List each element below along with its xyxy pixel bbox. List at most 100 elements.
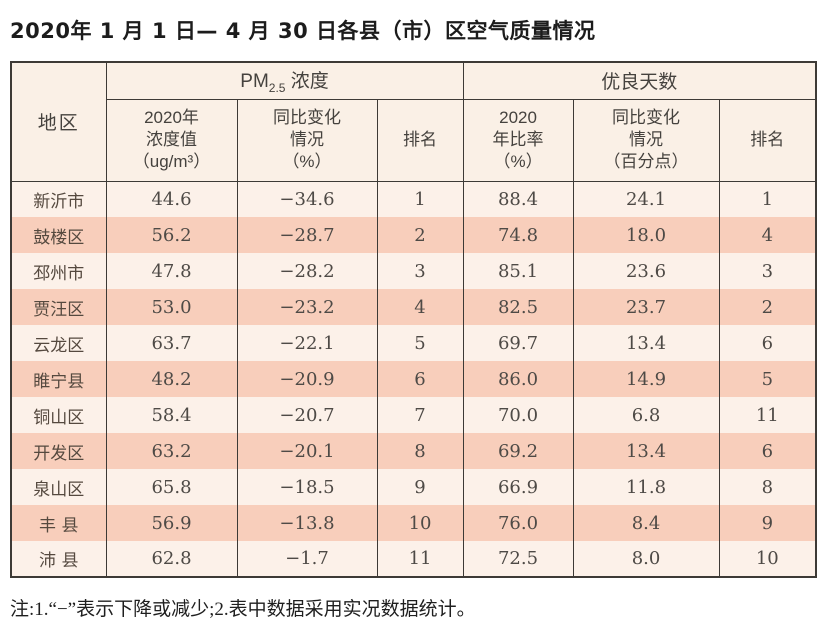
cell-pm-change: −34.6 [236, 181, 377, 217]
cell-pm-change: −20.1 [236, 433, 377, 469]
table-row: 铜山区 58.4 −20.7 7 70.0 6.8 11 [10, 397, 817, 433]
cell-region: 贾汪区 [10, 289, 106, 325]
cell-pm-rank: 10 [376, 505, 464, 541]
cell-pm-change: −22.1 [236, 325, 377, 361]
cell-good-rate: 72.5 [462, 541, 574, 577]
column-group-pm25: PM2.5 浓度 [105, 62, 464, 100]
cell-good-rate: 88.4 [462, 181, 574, 217]
table-row: 邳州市 47.8 −28.2 3 85.1 23.6 3 [10, 253, 817, 289]
table-row: 新沂市 44.6 −34.6 1 88.4 24.1 1 [10, 181, 817, 217]
cell-good-rate-change: 8.0 [572, 541, 720, 577]
cell-pm-value: 56.9 [105, 505, 237, 541]
table-row: 鼓楼区 56.2 −28.7 2 74.8 18.0 4 [10, 217, 817, 253]
cell-good-rate: 66.9 [462, 469, 574, 505]
cell-good-rate-rank: 11 [718, 397, 817, 433]
column-header-rate-rank: 排名 [718, 99, 817, 182]
cell-pm-change: −28.7 [236, 217, 377, 253]
cell-good-rate: 86.0 [462, 361, 574, 397]
cell-good-rate-rank: 3 [718, 253, 817, 289]
column-header-rate-change: 同比变化 情况 （百分点） [572, 99, 720, 182]
cell-good-rate-rank: 5 [718, 361, 817, 397]
cell-pm-value: 65.8 [105, 469, 237, 505]
cell-good-rate-change: 6.8 [572, 397, 720, 433]
cell-region: 鼓楼区 [10, 217, 106, 253]
table-row: 睢宁县 48.2 −20.9 6 86.0 14.9 5 [10, 361, 817, 397]
cell-pm-value: 63.7 [105, 325, 237, 361]
cell-good-rate: 70.0 [462, 397, 574, 433]
cell-region: 沛 县 [10, 541, 106, 577]
pm-label-subscript: 2.5 [268, 81, 286, 96]
cell-pm-value: 62.8 [105, 541, 237, 577]
column-header-pm-change: 同比变化 情况 （%） [236, 99, 377, 182]
cell-pm-rank: 2 [376, 217, 464, 253]
cell-good-rate-change: 14.9 [572, 361, 720, 397]
cell-good-rate-rank: 4 [718, 217, 817, 253]
cell-good-rate: 82.5 [462, 289, 574, 325]
column-header-pm-rank: 排名 [376, 99, 464, 182]
cell-pm-change: −1.7 [236, 541, 377, 577]
header-group-row: 地区 PM2.5 浓度 优良天数 [10, 62, 817, 182]
cell-good-rate: 76.0 [462, 505, 574, 541]
pm-label-suffix: 浓度 [285, 71, 329, 93]
cell-pm-rank: 9 [376, 469, 464, 505]
cell-region: 云龙区 [10, 325, 106, 361]
cell-pm-value: 48.2 [105, 361, 237, 397]
table-row: 开发区 63.2 −20.1 8 69.2 13.4 6 [10, 433, 817, 469]
cell-pm-rank: 5 [376, 325, 464, 361]
cell-region: 丰 县 [10, 505, 106, 541]
cell-good-rate-change: 24.1 [572, 181, 720, 217]
cell-good-rate-change: 18.0 [572, 217, 720, 253]
cell-good-rate-change: 13.4 [572, 433, 720, 469]
cell-good-rate-change: 23.7 [572, 289, 720, 325]
cell-good-rate-rank: 10 [718, 541, 817, 577]
cell-good-rate-change: 8.4 [572, 505, 720, 541]
table-header: 地区 PM2.5 浓度 优良天数 2020年 浓度值 （ug/m³） 同比变化 … [10, 62, 817, 182]
cell-pm-rank: 7 [376, 397, 464, 433]
page-title: 2020年 1 月 1 日— 4 月 30 日各县（市）区空气质量情况 [10, 19, 596, 43]
cell-good-rate-rank: 2 [718, 289, 817, 325]
cell-pm-value: 58.4 [105, 397, 237, 433]
cell-pm-change: −13.8 [236, 505, 377, 541]
cell-pm-rank: 11 [376, 541, 464, 577]
header-sub-row: 2020年 浓度值 （ug/m³） 同比变化 情况 （%） 排名 2020 年比… [11, 99, 817, 182]
cell-pm-value: 44.6 [105, 181, 237, 217]
cell-region: 开发区 [10, 433, 106, 469]
table-row: 丰 县 56.9 −13.8 10 76.0 8.4 9 [10, 505, 817, 541]
cell-good-rate: 69.7 [462, 325, 574, 361]
table-body: 新沂市 44.6 −34.6 1 88.4 24.1 1 鼓楼区 56.2 −2… [10, 181, 817, 577]
column-header-pm-value: 2020年 浓度值 （ug/m³） [105, 99, 237, 182]
cell-good-rate-rank: 1 [718, 181, 817, 217]
cell-region: 泉山区 [10, 469, 106, 505]
column-header-region: 地区 [10, 62, 106, 182]
cell-good-rate-rank: 6 [718, 325, 817, 361]
cell-region: 邳州市 [10, 253, 106, 289]
cell-good-rate-rank: 9 [718, 505, 817, 541]
cell-good-rate-change: 11.8 [572, 469, 720, 505]
cell-pm-change: −28.2 [236, 253, 377, 289]
air-quality-table: 地区 PM2.5 浓度 优良天数 2020年 浓度值 （ug/m³） 同比变化 … [10, 61, 818, 578]
column-group-good-days: 优良天数 [462, 62, 817, 100]
cell-pm-rank: 6 [376, 361, 464, 397]
table-row: 沛 县 62.8 −1.7 11 72.5 8.0 10 [10, 541, 817, 577]
cell-good-rate-rank: 8 [718, 469, 817, 505]
cell-pm-change: −20.9 [236, 361, 377, 397]
cell-pm-change: −20.7 [236, 397, 377, 433]
cell-pm-rank: 4 [376, 289, 464, 325]
cell-pm-value: 53.0 [105, 289, 237, 325]
cell-good-rate: 74.8 [462, 217, 574, 253]
cell-pm-value: 47.8 [105, 253, 237, 289]
table-row: 贾汪区 53.0 −23.2 4 82.5 23.7 2 [10, 289, 817, 325]
table-row: 泉山区 65.8 −18.5 9 66.9 11.8 8 [10, 469, 817, 505]
table-row: 云龙区 63.7 −22.1 5 69.7 13.4 6 [10, 325, 817, 361]
cell-pm-change: −18.5 [236, 469, 377, 505]
cell-pm-value: 56.2 [105, 217, 237, 253]
cell-pm-value: 63.2 [105, 433, 237, 469]
cell-good-rate-rank: 6 [718, 433, 817, 469]
cell-good-rate: 85.1 [462, 253, 574, 289]
cell-good-rate-change: 13.4 [572, 325, 720, 361]
cell-good-rate-change: 23.6 [572, 253, 720, 289]
cell-good-rate: 69.2 [462, 433, 574, 469]
footnote: 注:1.“−”表示下降或减少;2.表中数据采用实况数据统计。 [10, 599, 476, 620]
cell-region: 新沂市 [10, 181, 106, 217]
